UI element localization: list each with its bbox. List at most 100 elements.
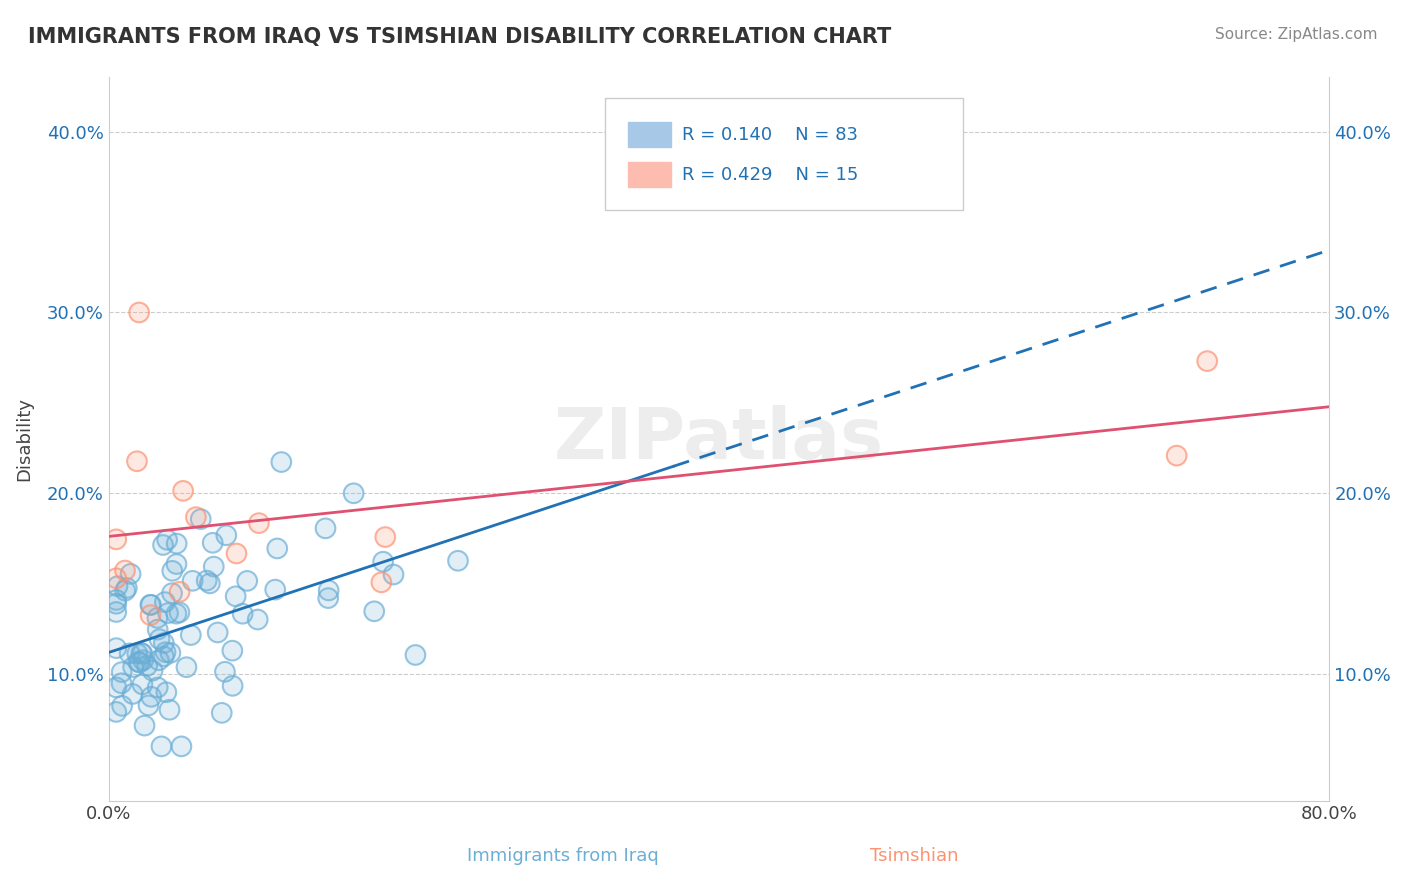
Point — [115, 581, 138, 595]
Point — [184, 510, 207, 524]
Point — [157, 606, 180, 620]
Text: R = 0.140    N = 83: R = 0.140 N = 83 — [682, 126, 858, 144]
Point — [246, 613, 269, 627]
Point — [131, 677, 153, 691]
Point — [156, 533, 179, 547]
Point — [131, 647, 153, 661]
Point — [110, 676, 132, 690]
Point — [214, 665, 236, 679]
Point — [225, 589, 247, 603]
Point — [232, 607, 254, 621]
Point — [131, 646, 153, 660]
Point — [270, 455, 292, 469]
Point — [382, 567, 405, 582]
Point — [105, 641, 128, 656]
Point — [146, 611, 169, 625]
Point — [202, 559, 225, 574]
Text: ZIPatlas: ZIPatlas — [554, 405, 884, 474]
Point — [139, 598, 162, 612]
Point — [105, 597, 128, 611]
Point — [169, 606, 191, 620]
Point — [152, 538, 174, 552]
Point — [198, 576, 221, 591]
Point — [128, 656, 150, 670]
Point — [150, 739, 173, 754]
Point — [132, 653, 155, 667]
Point — [316, 591, 339, 606]
Point — [105, 605, 128, 619]
Point — [225, 547, 247, 561]
Point — [181, 574, 204, 588]
Point — [166, 557, 188, 571]
Point — [221, 679, 243, 693]
Point — [148, 632, 170, 647]
Point — [211, 706, 233, 720]
Point — [120, 566, 142, 581]
Point — [246, 613, 269, 627]
Point — [110, 676, 132, 690]
Point — [221, 643, 243, 657]
Point — [152, 538, 174, 552]
Text: R = 0.429    N = 15: R = 0.429 N = 15 — [682, 166, 858, 184]
Point — [370, 575, 392, 590]
Point — [111, 698, 134, 713]
Point — [236, 574, 259, 588]
Point — [141, 690, 163, 704]
Point — [172, 483, 194, 498]
Point — [128, 305, 150, 319]
Point — [404, 648, 426, 662]
Point — [105, 681, 128, 695]
Point — [211, 706, 233, 720]
Point — [270, 455, 292, 469]
Point — [371, 555, 394, 569]
Point — [155, 645, 177, 659]
Point — [111, 665, 134, 679]
Point — [201, 536, 224, 550]
Point — [153, 595, 176, 609]
Point — [128, 656, 150, 670]
Point — [105, 571, 128, 585]
Point — [172, 483, 194, 498]
Point — [141, 664, 163, 678]
Point — [370, 575, 392, 590]
Point — [125, 454, 148, 468]
Point — [139, 598, 162, 612]
Point — [146, 681, 169, 695]
Point — [111, 665, 134, 679]
Point — [152, 649, 174, 664]
Point — [181, 574, 204, 588]
Text: Source: ZipAtlas.com: Source: ZipAtlas.com — [1215, 27, 1378, 42]
Point — [1197, 354, 1219, 368]
Point — [105, 681, 128, 695]
Point — [190, 512, 212, 526]
Point — [225, 547, 247, 561]
Point — [153, 595, 176, 609]
Point — [132, 653, 155, 667]
Point — [159, 703, 181, 717]
Point — [318, 583, 340, 598]
Point — [146, 623, 169, 637]
Point — [148, 653, 170, 667]
Point — [148, 653, 170, 667]
Point — [118, 646, 141, 660]
Point — [136, 658, 159, 673]
Point — [176, 660, 198, 674]
Point — [127, 647, 149, 661]
Point — [153, 636, 176, 650]
Point — [134, 718, 156, 732]
Point — [105, 593, 128, 607]
Point — [139, 598, 162, 612]
Point — [215, 528, 238, 542]
Point — [157, 606, 180, 620]
Point — [315, 521, 337, 535]
Point — [114, 564, 136, 578]
Point — [225, 589, 247, 603]
Text: Immigrants from Iraq: Immigrants from Iraq — [467, 847, 658, 865]
Point — [382, 567, 405, 582]
Point — [131, 647, 153, 661]
Point — [264, 582, 287, 597]
Point — [1197, 354, 1219, 368]
Point — [141, 690, 163, 704]
Point — [316, 591, 339, 606]
Point — [122, 660, 145, 674]
